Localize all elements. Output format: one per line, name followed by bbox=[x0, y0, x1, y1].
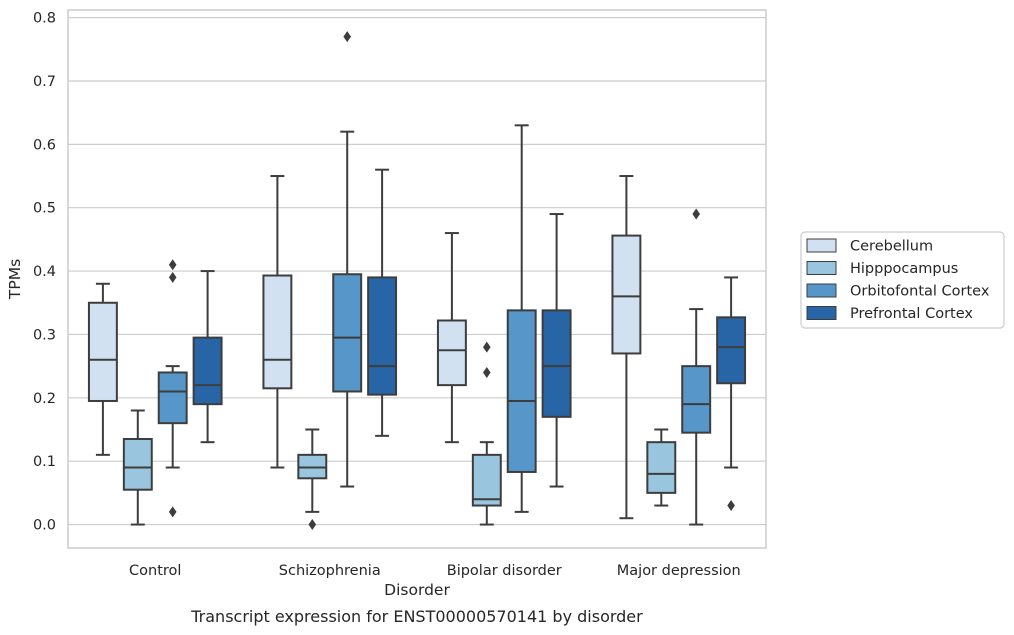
x-tick-label: Schizophrenia bbox=[279, 563, 381, 579]
box-iqr bbox=[87, 301, 118, 402]
legend-label: Cerebellum bbox=[850, 239, 933, 255]
box-iqr bbox=[192, 336, 223, 406]
box-iqr bbox=[367, 276, 398, 396]
outlier-point bbox=[308, 519, 317, 531]
box-orbitofontal-cortex bbox=[506, 124, 537, 513]
outlier-point bbox=[727, 500, 735, 512]
box-cerebellum bbox=[611, 175, 642, 520]
box-iqr bbox=[541, 309, 572, 418]
box-prefrontal-cortex bbox=[716, 276, 747, 512]
legend-label: Prefrontal Cortex bbox=[850, 306, 973, 322]
y-axis-ticks: 0.0 0.1 0.2 0.3 0.4 0.5 0.6 0.7 0.8 bbox=[33, 11, 56, 534]
box-hipppocampus bbox=[646, 428, 677, 507]
y-tick-label: 0.0 bbox=[33, 518, 56, 534]
box-prefrontal-cortex bbox=[367, 168, 398, 437]
box-iqr bbox=[332, 273, 363, 393]
box-hipppocampus bbox=[122, 409, 153, 526]
plot-frame bbox=[67, 9, 767, 549]
y-tick-label: 0.7 bbox=[33, 74, 56, 90]
box-hipppocampus bbox=[297, 428, 328, 531]
box-iqr bbox=[681, 365, 712, 434]
box-iqr bbox=[157, 371, 188, 425]
box-iqr bbox=[262, 274, 293, 390]
outlier-point bbox=[168, 271, 177, 283]
outlier-point bbox=[168, 259, 177, 271]
x-tick-label: Control bbox=[129, 563, 181, 579]
y-tick-label: 0.3 bbox=[33, 327, 56, 343]
box-iqr bbox=[122, 438, 153, 491]
box-orbitofontal-cortex bbox=[157, 259, 188, 518]
x-tick-label: Major depression bbox=[617, 563, 741, 579]
y-tick-label: 0.8 bbox=[33, 11, 56, 27]
box-iqr bbox=[611, 234, 642, 355]
legend: Cerebellum Hipppocampus Orbitofontal Corte… bbox=[800, 231, 1005, 329]
legend-swatch bbox=[806, 261, 837, 275]
y-tick-label: 0.6 bbox=[33, 137, 56, 153]
legend-label: Hipppocampus bbox=[850, 261, 958, 277]
legend-label: Orbitofontal Cortex bbox=[850, 284, 990, 300]
y-tick-label: 0.4 bbox=[33, 264, 56, 280]
outlier-point bbox=[692, 208, 700, 220]
y-axis-title: TPMs bbox=[6, 259, 24, 300]
y-tick-label: 0.1 bbox=[33, 454, 56, 470]
legend-swatch bbox=[806, 306, 837, 320]
y-tick-label: 0.5 bbox=[33, 201, 56, 217]
box-cerebellum bbox=[262, 175, 293, 469]
x-axis-title: Disorder bbox=[384, 581, 450, 599]
box-orbitofontal-cortex bbox=[332, 31, 363, 488]
legend-box bbox=[800, 231, 1005, 329]
outlier-point bbox=[168, 506, 177, 518]
box-cerebellum bbox=[87, 282, 118, 456]
legend-swatch bbox=[806, 238, 837, 253]
box-iqr bbox=[471, 453, 502, 507]
chart-caption: Transcript expression for ENST0000057014… bbox=[190, 607, 643, 626]
outlier-point bbox=[483, 366, 491, 378]
outlier-point bbox=[483, 341, 491, 353]
box-hipppocampus bbox=[471, 341, 502, 526]
box-iqr bbox=[436, 319, 467, 387]
box-prefrontal-cortex bbox=[192, 270, 223, 444]
box-iqr bbox=[646, 441, 677, 494]
box-cerebellum bbox=[436, 232, 467, 444]
box-iqr bbox=[716, 316, 747, 385]
box-iqr bbox=[506, 309, 537, 473]
box-series bbox=[87, 31, 747, 531]
box-prefrontal-cortex bbox=[541, 213, 572, 488]
x-tick-label: Bipolar disorder bbox=[447, 563, 562, 579]
x-axis-ticks: Control Schizophrenia Bipolar disorder Majo… bbox=[129, 563, 741, 579]
box-orbitofontal-cortex bbox=[681, 208, 712, 526]
y-tick-label: 0.2 bbox=[33, 391, 56, 407]
outlier-point bbox=[343, 31, 351, 43]
legend-swatch bbox=[806, 283, 837, 298]
